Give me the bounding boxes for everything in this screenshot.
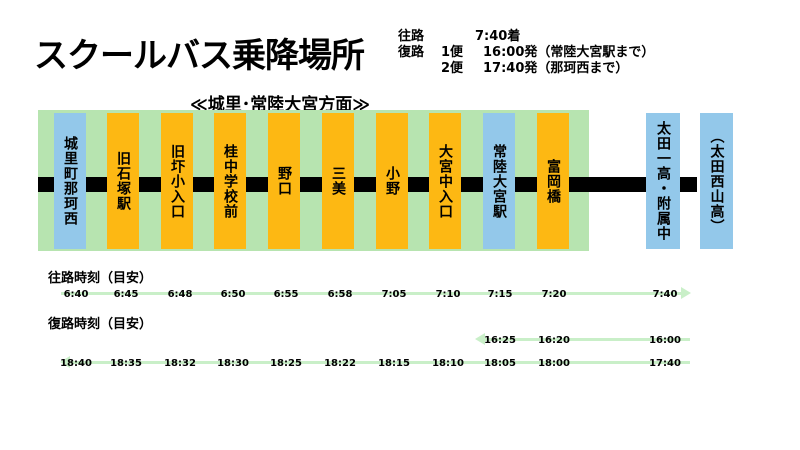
outbound-arrow [61, 287, 691, 299]
return-2-time-label: 18:25 [270, 358, 302, 369]
outbound-time-label: 6:40 [63, 289, 89, 300]
return-1-time: 16:00発（常陸大宮駅まで） [483, 45, 655, 60]
return-2-time-label: 18:15 [378, 358, 410, 369]
outbound-time-label: 6:45 [113, 289, 139, 300]
outbound-time-label: 6:55 [273, 289, 299, 300]
stop-label: （太田西山高） [708, 128, 725, 234]
return-heading: 復路時刻（目安） [48, 317, 153, 332]
return-1-name: 1便 [441, 45, 464, 60]
outbound-time-label: 6:48 [167, 289, 193, 300]
stop-card: 小野 [376, 113, 408, 249]
return-2-time-label: 18:00 [538, 358, 570, 369]
stop-card: 富岡橋 [537, 113, 569, 249]
stop-card: 太田一高・附属中 [646, 113, 680, 249]
return-2-time: 17:40発（那珂西まで） [483, 61, 629, 76]
stop-label: 富岡橋 [545, 158, 561, 204]
stop-label: 桂中学校前 [222, 143, 238, 219]
return-1-time-label: 16:00 [649, 335, 681, 346]
outbound-time-label: 7:20 [541, 289, 567, 300]
stop-label: 野口 [276, 166, 292, 196]
stop-card: 野口 [268, 113, 300, 249]
outbound-time-label: 6:50 [220, 289, 246, 300]
return-2-time-label: 18:10 [432, 358, 464, 369]
stop-card: （太田西山高） [700, 113, 733, 249]
return-2-time-label: 18:40 [60, 358, 92, 369]
stop-card: 城里町那珂西 [54, 113, 86, 249]
outbound-time-label: 7:15 [487, 289, 513, 300]
outbound-time-label: 7:40 [652, 289, 678, 300]
return-2-time-label: 18:30 [217, 358, 249, 369]
stop-card: 三美 [322, 113, 354, 249]
stop-label: 城里町那珂西 [62, 136, 78, 226]
stop-label: 太田一高・附属中 [655, 121, 671, 241]
outbound-time-label: 6:58 [327, 289, 353, 300]
route-line-extension [589, 177, 697, 192]
stop-card: 常陸大宮駅 [483, 113, 515, 249]
outbound-label: 往路 [398, 29, 425, 44]
return-1-time-label: 16:20 [538, 335, 570, 346]
return-2-arrow [60, 356, 690, 368]
return-2-time-label: 18:32 [164, 358, 196, 369]
outbound-time-label: 7:10 [435, 289, 461, 300]
return-2-time-label: 18:05 [484, 358, 516, 369]
return-2-time-label: 18:22 [324, 358, 356, 369]
return-label: 復路 [398, 45, 425, 60]
return-2-time-label: 18:35 [110, 358, 142, 369]
return-2-time-label: 17:40 [649, 358, 681, 369]
return-1-time-label: 16:25 [484, 335, 516, 346]
stop-card: 大宮中入口 [429, 113, 461, 249]
stop-card: 旧石塚駅 [107, 113, 139, 249]
stop-label: 常陸大宮駅 [491, 143, 507, 219]
page-title: スクールバス乗降場所 [34, 36, 365, 76]
stop-label: 大宮中入口 [437, 143, 453, 219]
outbound-time: 7:40着 [475, 29, 521, 44]
stop-card: 旧圷小入口 [161, 113, 193, 249]
return-1-arrow [475, 333, 690, 345]
stop-label: 小野 [384, 166, 400, 196]
stop-card: 桂中学校前 [214, 113, 246, 249]
outbound-heading: 往路時刻（目安） [48, 271, 153, 286]
return-2-name: 2便 [441, 61, 464, 76]
stop-label: 旧圷小入口 [169, 143, 185, 219]
stop-label: 三美 [330, 166, 346, 196]
outbound-time-label: 7:05 [381, 289, 407, 300]
stop-label: 旧石塚駅 [115, 151, 131, 211]
